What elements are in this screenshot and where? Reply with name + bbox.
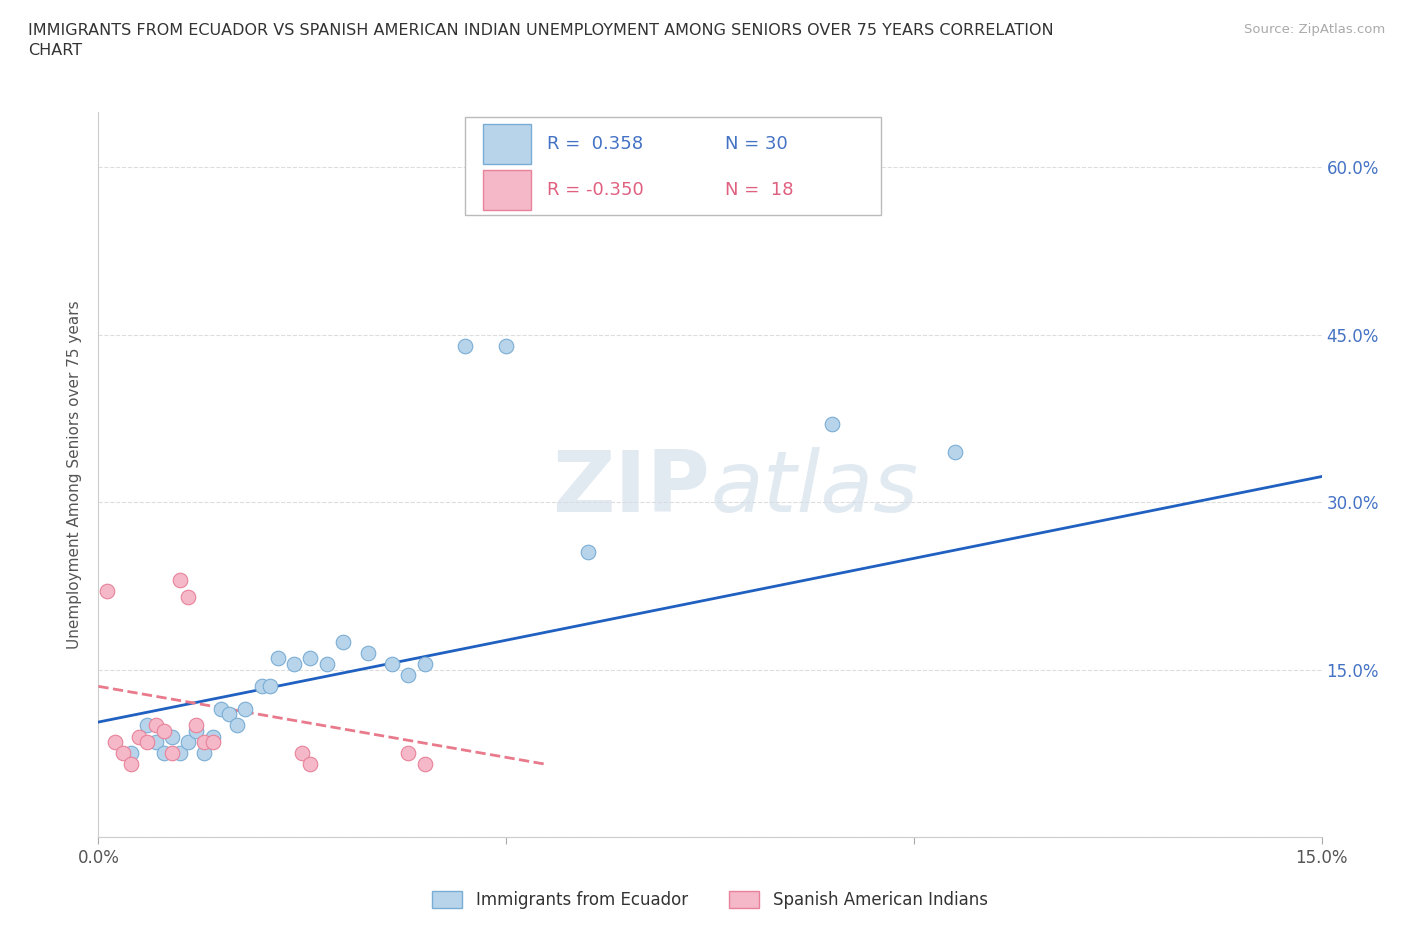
Text: N =  18: N = 18	[724, 181, 793, 199]
Point	[186, 718, 208, 733]
Point	[128, 729, 150, 744]
Point	[136, 735, 159, 750]
Point	[267, 651, 290, 666]
Point	[396, 746, 419, 761]
Text: IMMIGRANTS FROM ECUADOR VS SPANISH AMERICAN INDIAN UNEMPLOYMENT AMONG SENIORS OV: IMMIGRANTS FROM ECUADOR VS SPANISH AMERI…	[28, 23, 1053, 58]
Point	[169, 573, 191, 588]
Point	[136, 718, 159, 733]
Point	[104, 735, 127, 750]
Legend: Immigrants from Ecuador, Spanish American Indians: Immigrants from Ecuador, Spanish America…	[426, 884, 994, 916]
Point	[396, 668, 419, 683]
Point	[356, 645, 378, 660]
Point	[152, 746, 174, 761]
Point	[145, 735, 167, 750]
Point	[495, 339, 517, 353]
Point	[413, 657, 436, 671]
Point	[120, 746, 142, 761]
Point	[160, 746, 183, 761]
FancyBboxPatch shape	[482, 124, 531, 164]
Point	[283, 657, 305, 671]
Point	[454, 339, 477, 353]
Text: N = 30: N = 30	[724, 135, 787, 153]
Point	[169, 746, 191, 761]
Point	[413, 757, 436, 772]
Text: ZIP: ZIP	[553, 447, 710, 530]
Point	[576, 545, 599, 560]
Point	[226, 718, 249, 733]
Point	[259, 679, 281, 694]
Point	[291, 746, 314, 761]
Point	[193, 735, 215, 750]
Point	[478, 188, 501, 203]
Point	[177, 735, 200, 750]
Point	[332, 634, 354, 649]
Point	[299, 757, 322, 772]
Point	[209, 701, 232, 716]
Text: Source: ZipAtlas.com: Source: ZipAtlas.com	[1244, 23, 1385, 36]
Point	[120, 757, 142, 772]
FancyBboxPatch shape	[482, 170, 531, 210]
Point	[943, 445, 966, 459]
Y-axis label: Unemployment Among Seniors over 75 years: Unemployment Among Seniors over 75 years	[67, 300, 83, 648]
Point	[299, 651, 322, 666]
Text: R = -0.350: R = -0.350	[547, 181, 644, 199]
Point	[186, 724, 208, 738]
Point	[821, 417, 844, 432]
Point	[152, 724, 174, 738]
Point	[193, 746, 215, 761]
Text: R =  0.358: R = 0.358	[547, 135, 644, 153]
Point	[145, 718, 167, 733]
Point	[315, 657, 337, 671]
FancyBboxPatch shape	[465, 116, 882, 215]
Text: atlas: atlas	[710, 447, 918, 530]
Point	[381, 657, 404, 671]
Point	[160, 729, 183, 744]
Point	[218, 707, 240, 722]
Point	[201, 729, 224, 744]
Point	[233, 701, 256, 716]
Point	[177, 590, 200, 604]
Point	[201, 735, 224, 750]
Point	[96, 584, 118, 599]
Point	[111, 746, 134, 761]
Point	[250, 679, 273, 694]
